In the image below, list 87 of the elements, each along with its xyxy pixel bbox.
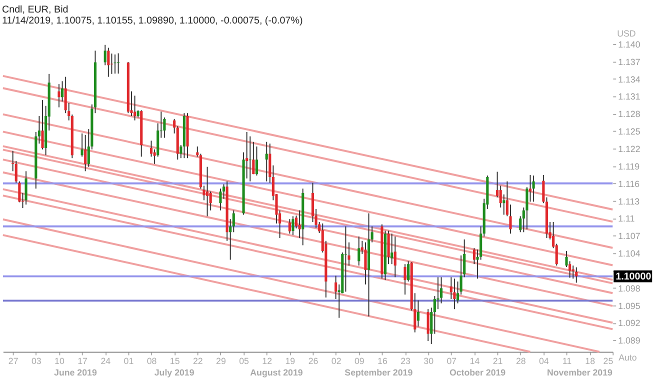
y-tick-label: 1.122 xyxy=(618,144,640,154)
candlestick xyxy=(572,265,574,280)
y-tick-label: 1.11 xyxy=(618,214,635,224)
candlestick xyxy=(575,266,578,284)
candlestick xyxy=(107,47,110,78)
candlestick xyxy=(358,236,360,266)
y-tick-label: 1.119 xyxy=(618,161,640,172)
y-tick-label: 1.107 xyxy=(618,231,640,242)
x-tick-label: 24 xyxy=(100,356,111,366)
x-tick-label: 25 xyxy=(603,356,614,366)
x-tick-label: 02 xyxy=(331,356,342,366)
y-tick-label: 1.104 xyxy=(618,248,640,259)
text: 1.10000 xyxy=(616,271,652,282)
text: July 2019 xyxy=(154,367,194,378)
y-tick-label: 1.125 xyxy=(618,126,640,137)
candlestick xyxy=(298,210,301,238)
candlestick xyxy=(24,170,28,206)
x-tick-label: 30 xyxy=(424,356,434,366)
x-tick-label: 17 xyxy=(78,356,88,366)
candlestick xyxy=(453,278,456,310)
x-tick-label: 03 xyxy=(31,356,42,366)
candlestick xyxy=(526,186,528,230)
y-tick-label: 1.140 xyxy=(618,39,640,50)
x-tick-label: 04 xyxy=(539,356,549,366)
candlestick xyxy=(41,100,44,150)
candlestick xyxy=(104,44,106,66)
candlestick xyxy=(255,146,258,176)
candlestick xyxy=(532,175,535,202)
x-tick-label: 10 xyxy=(54,356,64,366)
chart-subtitle: 11/14/2019, 1.10075, 1.10155, 1.09890, 1.10000, -0.00075, (-0.07%) xyxy=(2,15,303,26)
y-tick-label: 1.098 xyxy=(618,283,640,294)
y-axis-title: USD xyxy=(617,28,636,39)
x-tick-label: 21 xyxy=(492,356,503,366)
candlestick xyxy=(80,132,84,158)
candlestick xyxy=(502,194,506,216)
text: August 2019 xyxy=(250,367,303,378)
x-tick-label: 29 xyxy=(216,356,226,366)
x-tick-label: 16 xyxy=(378,356,388,366)
text: Auto xyxy=(618,352,637,363)
candlestick xyxy=(509,204,512,234)
candlestick xyxy=(528,174,532,202)
candlestick xyxy=(206,166,209,217)
text: June 2019 xyxy=(54,367,97,378)
x-tick-label: 12 xyxy=(262,356,272,366)
candlestick xyxy=(426,308,430,342)
x-tick-label: 01 xyxy=(124,356,134,366)
candlestick xyxy=(404,264,406,296)
x-tick-label: 23 xyxy=(400,356,411,366)
candlestick xyxy=(288,218,291,234)
x-tick-label: 26 xyxy=(308,356,318,366)
x-tick-label: 11 xyxy=(562,356,572,366)
x-tick-label: 14 xyxy=(470,356,480,366)
candlestick xyxy=(292,216,294,236)
x-tick-label: 28 xyxy=(516,356,526,366)
y-tick-label: 1.095 xyxy=(618,300,640,311)
candlestick xyxy=(219,188,222,211)
y-tick-label: 1.128 xyxy=(618,109,640,120)
y-tick-label: 1.131 xyxy=(618,92,640,102)
x-tick-label: 18 xyxy=(585,356,596,366)
candlestick xyxy=(114,54,116,74)
chart-title: Cndl, EUR, Bid xyxy=(2,4,68,16)
candlestick xyxy=(394,236,396,278)
y-tick-label: 1.089 xyxy=(618,336,640,346)
candlestick xyxy=(364,242,367,285)
x-tick-label: 07 xyxy=(446,356,457,366)
y-tick-label: 1.113 xyxy=(618,196,640,206)
x-tick-label: 15 xyxy=(170,356,180,366)
x-tick-label: 05 xyxy=(239,356,250,366)
text: September 2019 xyxy=(344,367,413,378)
y-tick-label: 1.116 xyxy=(618,178,640,189)
y-tick-label: 1.134 xyxy=(618,74,640,84)
candlestick xyxy=(387,230,390,265)
text: October 2019 xyxy=(449,367,506,378)
candlestick xyxy=(134,95,136,121)
candlestick xyxy=(390,233,394,265)
y-tick-label: 1.137 xyxy=(618,56,640,67)
y-tick-label: 1.092 xyxy=(618,318,640,328)
x-tick-label: 19 xyxy=(285,356,296,366)
x-tick-label: 09 xyxy=(354,356,364,366)
candlestick xyxy=(265,141,268,182)
x-tick-label: 22 xyxy=(192,356,203,366)
candlestick xyxy=(84,134,87,172)
candlestick xyxy=(58,84,60,108)
x-tick-label: 08 xyxy=(146,356,157,366)
x-tick-label: 27 xyxy=(8,356,18,366)
candlestick xyxy=(416,300,420,328)
text: November 2019 xyxy=(546,367,613,378)
